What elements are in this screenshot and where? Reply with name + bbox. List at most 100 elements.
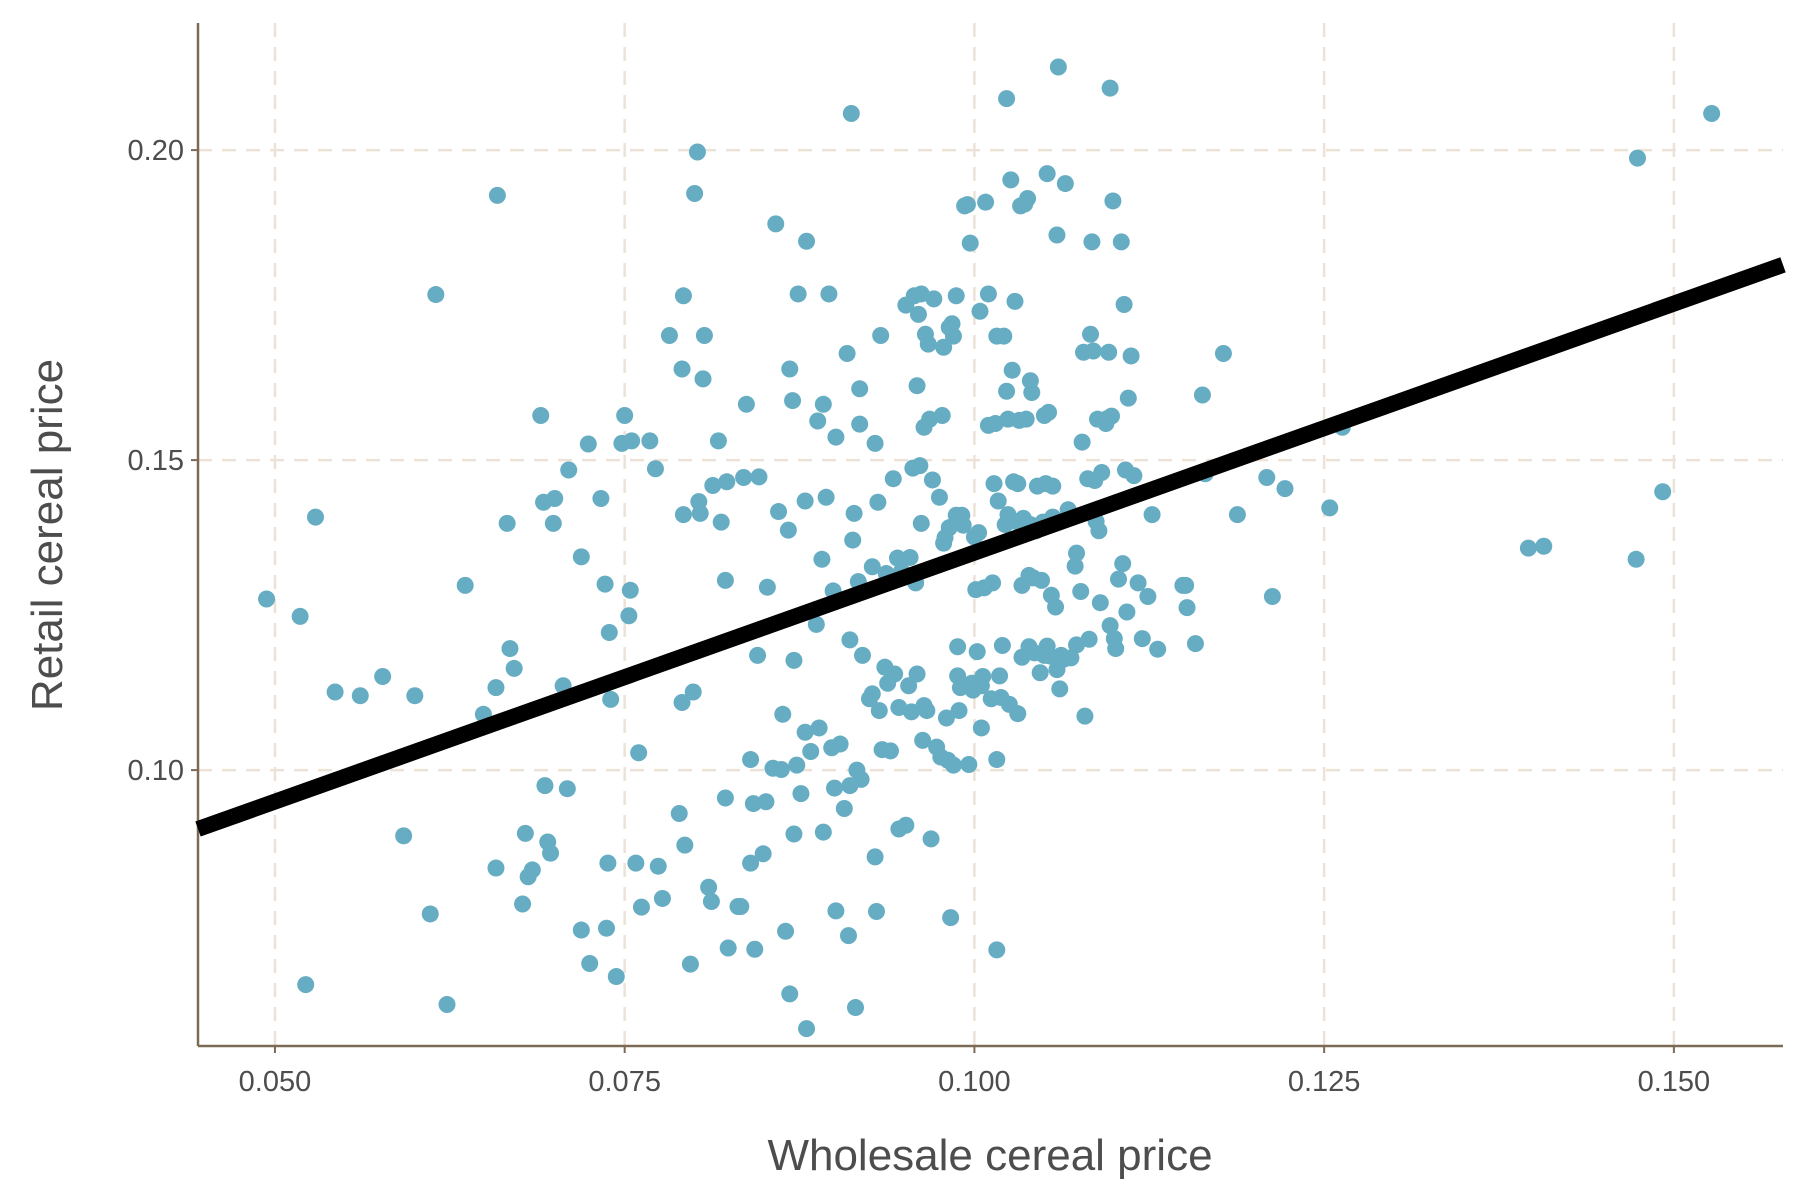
data-point <box>351 687 369 705</box>
data-point <box>827 428 845 446</box>
data-point <box>943 315 961 333</box>
data-point <box>395 827 413 845</box>
data-point <box>930 488 948 506</box>
data-point <box>1033 571 1051 589</box>
data-point <box>487 679 505 697</box>
data-point <box>757 793 775 811</box>
data-point <box>774 705 792 723</box>
data-point <box>674 287 692 305</box>
data-point <box>1019 189 1037 207</box>
data-point <box>870 702 888 720</box>
data-point <box>908 665 926 683</box>
data-point <box>599 854 617 872</box>
data-point <box>900 677 918 695</box>
data-point <box>1084 342 1102 360</box>
data-point <box>735 468 753 486</box>
data-point <box>750 468 768 486</box>
data-point <box>998 90 1016 108</box>
data-point <box>297 976 315 994</box>
y-tick-label: 0.10 <box>128 755 184 787</box>
data-point <box>1321 499 1339 517</box>
data-point <box>1083 233 1101 251</box>
data-point <box>691 504 709 522</box>
data-point <box>532 406 550 424</box>
data-point <box>831 735 849 753</box>
data-point <box>810 719 828 737</box>
data-point <box>1023 384 1041 402</box>
data-point <box>995 327 1013 345</box>
data-point <box>1228 506 1246 524</box>
data-point <box>1049 58 1067 76</box>
data-point <box>646 460 664 478</box>
data-point <box>988 941 1006 959</box>
data-point <box>1044 477 1062 495</box>
data-point <box>623 432 641 450</box>
data-point <box>1193 386 1211 404</box>
data-point <box>851 380 869 398</box>
data-point <box>867 902 885 920</box>
data-point <box>954 516 972 534</box>
data-point <box>1125 467 1143 485</box>
data-point <box>674 506 692 524</box>
data-point <box>1139 588 1157 605</box>
data-point <box>1258 468 1276 486</box>
data-point <box>438 995 456 1013</box>
data-point <box>1629 149 1647 167</box>
fit-line-group <box>195 257 1786 837</box>
data-point <box>919 335 937 353</box>
data-point <box>781 985 799 1003</box>
data-point <box>326 683 344 701</box>
data-point <box>709 432 727 450</box>
data-point <box>1178 599 1196 617</box>
data-point <box>704 477 722 495</box>
data-point <box>863 558 881 576</box>
data-point <box>884 470 902 488</box>
data-point <box>1073 433 1091 451</box>
data-point <box>886 665 904 683</box>
x-tick-label: 0.050 <box>239 1066 312 1098</box>
data-point <box>1068 544 1086 562</box>
data-point <box>649 857 667 875</box>
data-point <box>427 286 445 304</box>
data-point <box>600 623 618 641</box>
data-point <box>845 504 863 522</box>
data-point <box>796 723 814 741</box>
data-point <box>923 471 941 489</box>
data-point <box>602 690 620 708</box>
data-point <box>785 651 803 669</box>
data-point <box>1090 522 1108 540</box>
data-point <box>937 709 955 727</box>
data-point <box>558 780 576 798</box>
data-point <box>881 742 899 760</box>
data-point <box>498 514 516 532</box>
data-point <box>789 285 807 303</box>
data-point <box>993 636 1011 654</box>
data-point <box>970 524 988 542</box>
data-point <box>744 795 762 813</box>
data-point <box>940 519 958 537</box>
data-point <box>579 435 597 453</box>
data-point <box>406 687 424 705</box>
data-point <box>998 382 1016 400</box>
data-point <box>842 105 860 123</box>
data-point <box>988 751 1006 769</box>
data-point <box>291 607 309 625</box>
data-point <box>1115 295 1133 313</box>
data-point <box>673 360 691 378</box>
data-point <box>767 215 785 233</box>
data-point <box>456 576 474 594</box>
data-point <box>560 461 578 479</box>
x-tick-label: 0.150 <box>1638 1066 1711 1098</box>
data-point <box>1118 603 1136 621</box>
data-point <box>944 756 962 774</box>
data-point <box>732 898 750 915</box>
data-point <box>807 615 825 633</box>
data-point <box>620 607 638 625</box>
axes <box>196 23 1783 1048</box>
data-point <box>784 392 802 410</box>
data-point <box>911 457 929 475</box>
data-point <box>1143 506 1161 524</box>
data-point <box>1263 588 1281 605</box>
data-point <box>1104 192 1122 210</box>
data-point <box>607 968 625 986</box>
